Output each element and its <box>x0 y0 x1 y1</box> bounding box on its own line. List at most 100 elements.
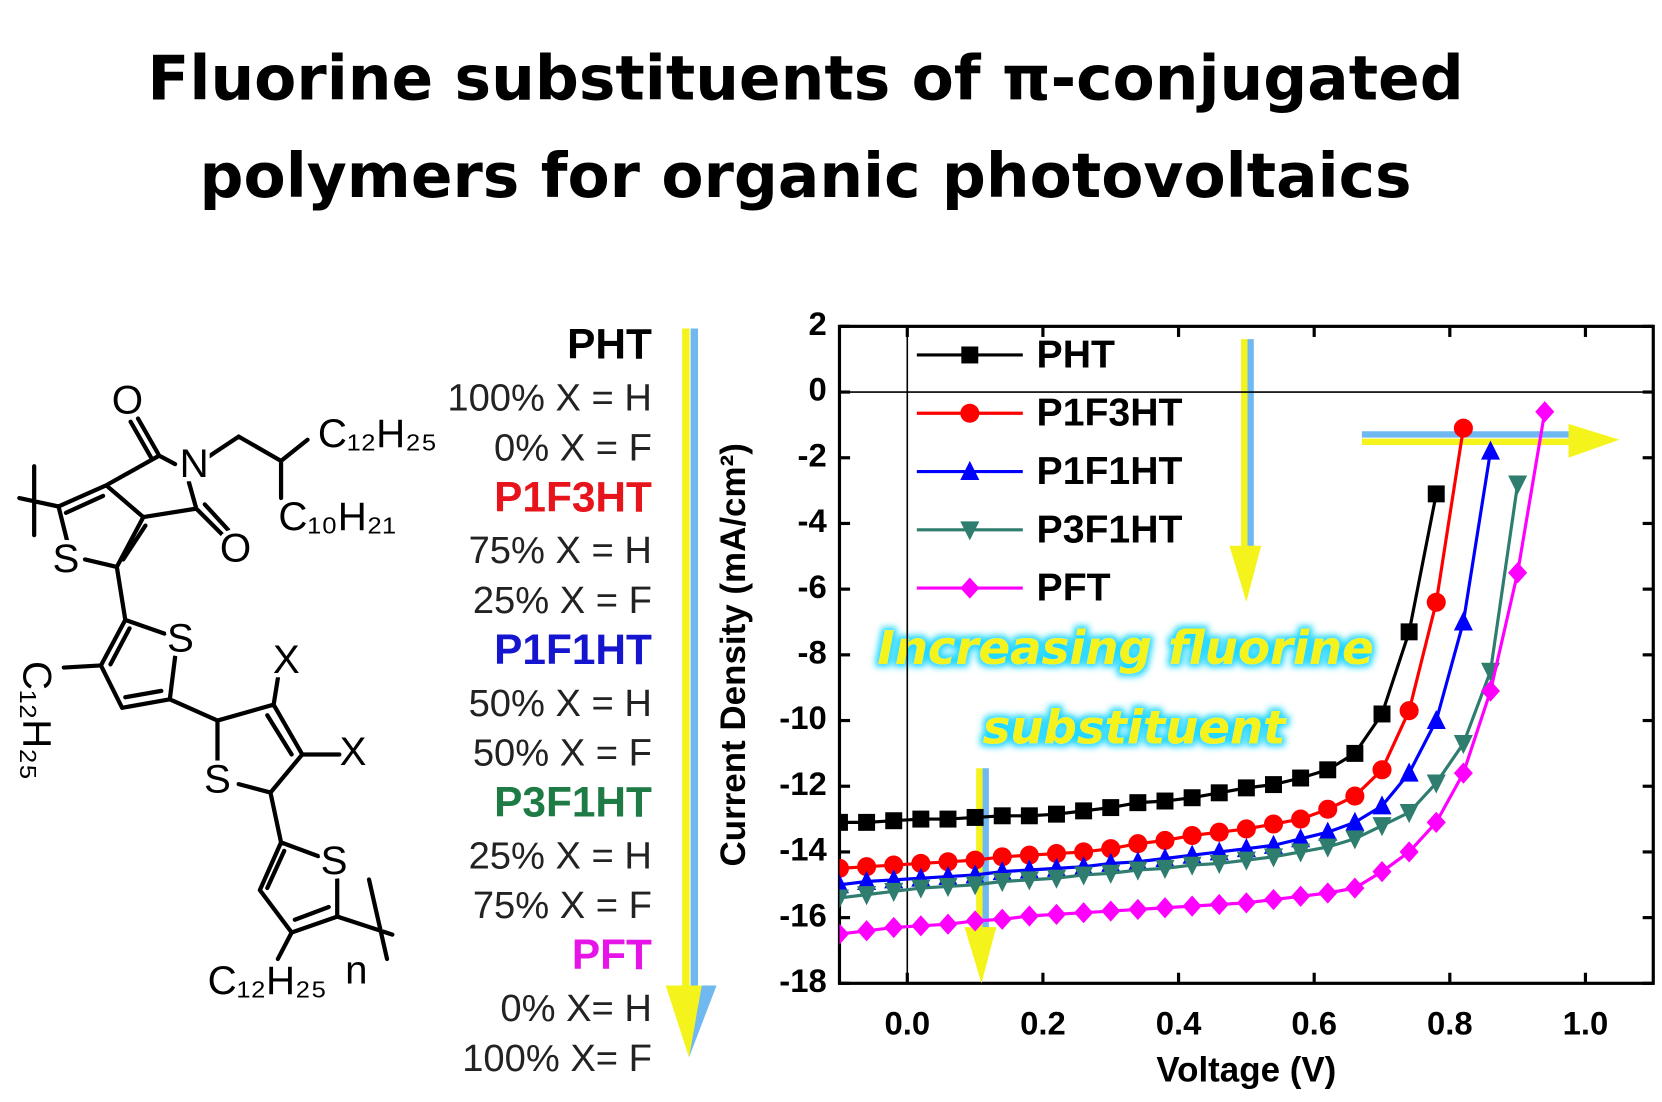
marker <box>911 853 931 873</box>
marker <box>1291 809 1311 829</box>
atom-label: O <box>112 377 143 422</box>
marker <box>1101 864 1121 884</box>
legend-label: P1F1HT <box>1037 450 1183 493</box>
marker <box>992 873 1012 893</box>
arrow-head <box>689 985 717 1058</box>
marker <box>1345 877 1365 899</box>
y-tick-label: 0 <box>808 371 826 408</box>
atom-label: n <box>345 947 367 992</box>
arrow-head <box>665 985 702 1058</box>
marker <box>1182 856 1202 876</box>
legend-label: P3F1HT <box>1037 508 1183 551</box>
marker <box>857 870 877 890</box>
marker <box>966 808 984 826</box>
y-axis-label: Current Density (mA/cm²) <box>714 443 753 866</box>
atom-label: X <box>273 637 300 682</box>
marker <box>1426 774 1446 794</box>
marker <box>1400 623 1418 641</box>
marker <box>1209 854 1229 875</box>
x-axis-label: Voltage (V) <box>1156 1051 1336 1090</box>
marker <box>1101 839 1121 859</box>
marker <box>1155 830 1175 850</box>
marker <box>1156 792 1174 810</box>
atom-label: N <box>180 441 209 486</box>
y-tick-label: -18 <box>779 962 826 999</box>
marker <box>1102 799 1120 817</box>
marker <box>1075 802 1093 820</box>
composition-line: 100% X = H <box>447 377 652 420</box>
marker <box>1480 440 1501 460</box>
marker <box>1372 760 1392 780</box>
marker <box>1101 900 1121 922</box>
annotation: substituent <box>983 701 1288 755</box>
marker <box>939 810 957 828</box>
marker <box>1345 811 1365 831</box>
composition-line: 50% X = F <box>473 732 652 775</box>
marker <box>1345 786 1365 806</box>
chemical-structure <box>17 416 395 962</box>
y-tick-label: -10 <box>779 699 826 736</box>
marker <box>1535 401 1555 423</box>
x-tick-label: 0.2 <box>1020 1004 1066 1041</box>
marker <box>1183 789 1201 807</box>
x-tick-label: 0.0 <box>884 1004 930 1041</box>
marker <box>938 852 958 872</box>
arrow-head <box>964 927 997 984</box>
marker <box>1427 485 1445 503</box>
marker <box>911 915 931 937</box>
marker <box>1346 744 1364 762</box>
y-tick-label: -16 <box>779 896 826 933</box>
atom-label: S <box>204 757 231 802</box>
marker <box>1318 799 1338 819</box>
y-tick-label: -2 <box>798 436 827 473</box>
marker <box>1291 828 1311 848</box>
marker <box>1399 804 1419 824</box>
marker <box>1155 897 1175 919</box>
marker <box>992 908 1012 930</box>
marker <box>1263 814 1284 834</box>
bond <box>17 416 395 962</box>
marker <box>1128 861 1148 881</box>
marker <box>1265 776 1282 794</box>
arrow-head <box>1568 423 1620 458</box>
marker <box>1426 592 1446 612</box>
marker <box>1155 859 1175 879</box>
marker <box>1236 851 1256 871</box>
marker <box>1209 822 1229 842</box>
marker <box>857 920 877 942</box>
marker <box>1048 805 1065 823</box>
marker <box>839 874 850 894</box>
marker <box>1237 779 1255 797</box>
marker <box>1399 841 1419 863</box>
marker <box>1508 562 1528 584</box>
composition-line: 0% X = F <box>494 426 652 469</box>
marker <box>1182 825 1202 846</box>
marker <box>884 916 904 939</box>
marker <box>857 857 877 877</box>
marker <box>938 877 958 898</box>
legend-label: PFT <box>1037 567 1111 610</box>
atom-label: O <box>220 526 251 571</box>
y-tick-label: -6 <box>798 568 827 605</box>
atom-label: S <box>321 838 348 883</box>
marker <box>1128 834 1148 854</box>
marker <box>1046 844 1067 864</box>
marker <box>1128 898 1148 921</box>
marker <box>1182 895 1202 917</box>
polymer-name: PFT <box>572 931 652 978</box>
composition-line: 25% X = F <box>473 579 652 622</box>
atom-label: X <box>340 729 367 774</box>
y-tick-label: 2 <box>808 305 826 342</box>
marker <box>839 858 850 878</box>
marker <box>1209 893 1229 916</box>
marker <box>1046 869 1067 889</box>
marker <box>1263 888 1284 911</box>
marker <box>839 889 850 909</box>
marker <box>839 813 848 831</box>
marker <box>1074 866 1094 886</box>
marker <box>1453 735 1473 755</box>
y-tick-label: -12 <box>779 765 826 802</box>
atom-label: C₁₂H₂₅ <box>15 661 60 780</box>
y-tick-label: -4 <box>798 502 828 539</box>
marker <box>1426 709 1446 730</box>
